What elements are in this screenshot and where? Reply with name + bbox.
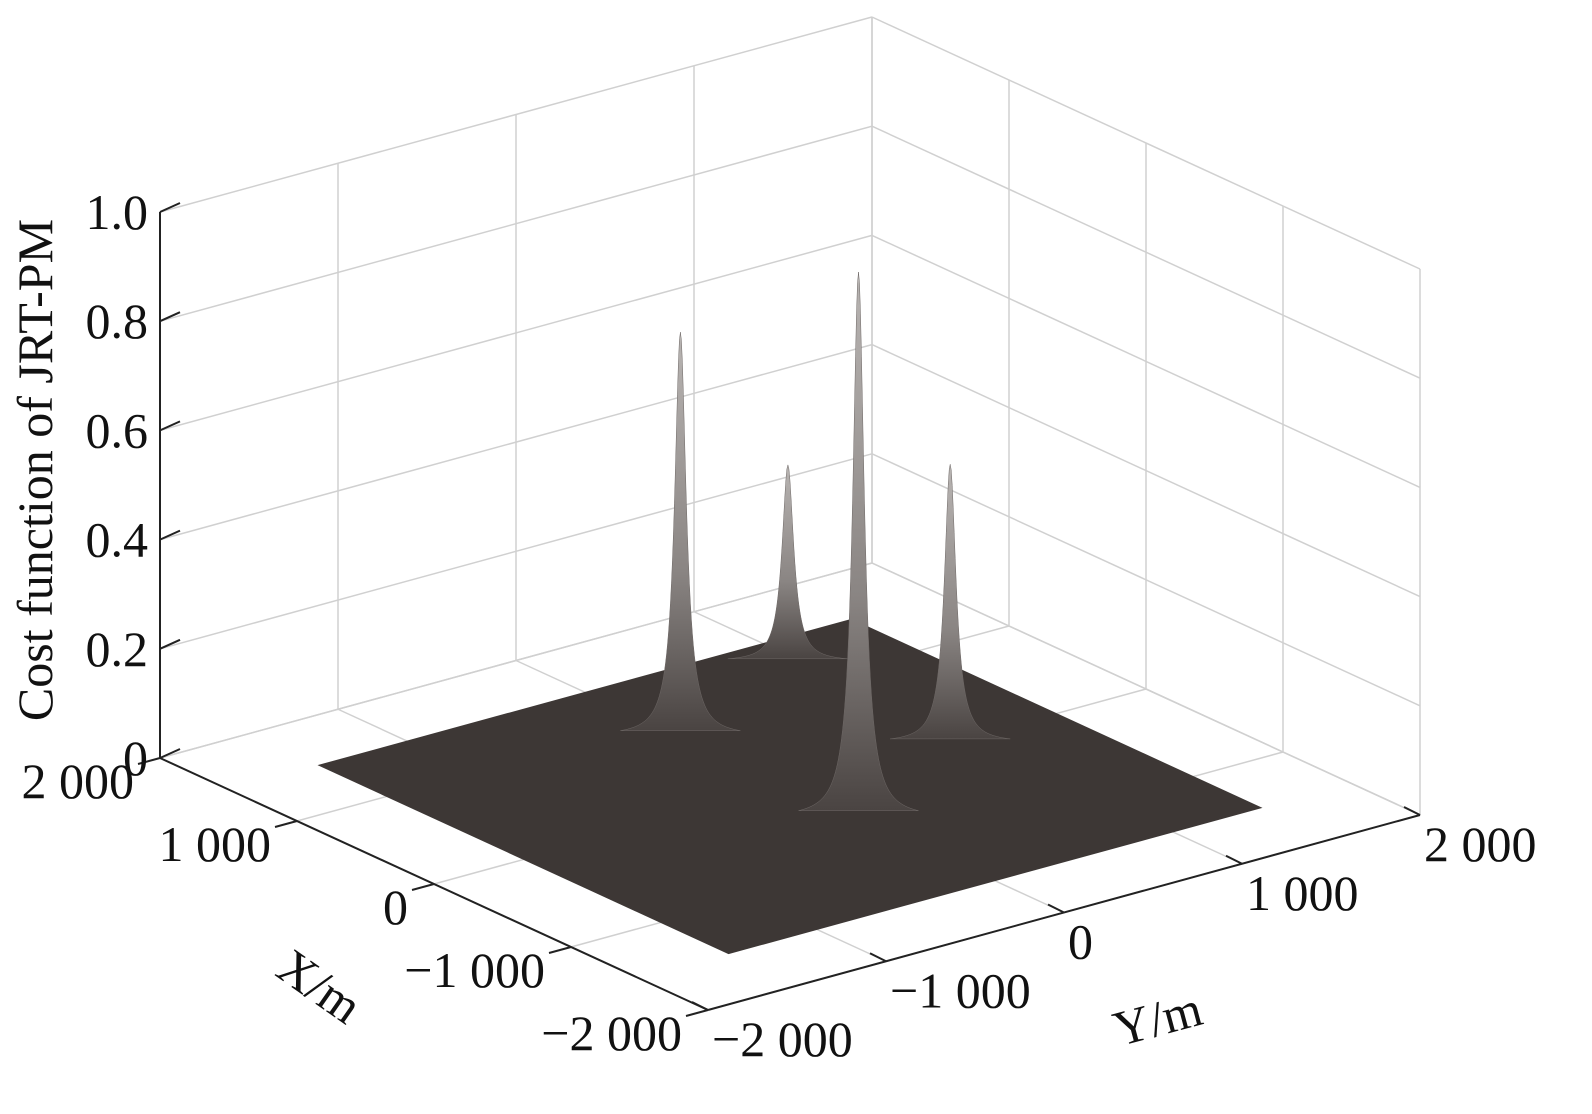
z-tick-label: 0.6: [86, 402, 149, 458]
grid-line: [159, 562, 873, 759]
z-tick: [159, 748, 181, 759]
z-tick: [159, 529, 181, 541]
grid-line: [159, 453, 873, 650]
x-axis-title: X/m: [267, 938, 372, 1035]
z-tick-label: 0.8: [86, 293, 149, 349]
z-tick-label: 0: [123, 730, 148, 786]
z-tick-label: 0.4: [86, 512, 149, 568]
x-tick: [411, 883, 435, 891]
x-tick: [274, 820, 298, 828]
peak: [620, 332, 741, 731]
surface: [317, 618, 1263, 955]
y-tick-label: −1 000: [890, 962, 1031, 1018]
y-tick-label: 0: [1068, 914, 1093, 970]
grid-line: [871, 343, 1421, 598]
grid-line: [159, 343, 873, 541]
y-tick: [1047, 903, 1065, 914]
y-tick: [691, 1001, 709, 1011]
grid-line: [871, 125, 1421, 379]
x-tick-label: −1 000: [404, 942, 545, 998]
grid-line: [871, 16, 1421, 270]
y-tick: [1403, 806, 1421, 816]
y-tick-label: 2 000: [1424, 816, 1537, 872]
x-tick-label: −2 000: [541, 1005, 682, 1061]
y-tick-label: 1 000: [1246, 865, 1359, 921]
x-tick-label: 0: [383, 879, 408, 935]
grid-line: [159, 125, 873, 322]
x-tick-label: 1 000: [159, 816, 272, 872]
z-tick-label: 0.2: [86, 621, 149, 677]
z-tick: [159, 311, 181, 323]
peak: [890, 464, 1011, 740]
z-tick: [159, 638, 181, 650]
x-tick: [685, 1009, 709, 1017]
y-tick: [869, 952, 887, 963]
grid-line: [871, 234, 1421, 489]
x-tick: [548, 946, 572, 954]
z-tick-label: 1.0: [86, 184, 149, 240]
z-axis-title: Cost function of JRT-PM: [7, 219, 63, 721]
grid-line: [159, 234, 873, 432]
y-tick-label: −2 000: [712, 1011, 853, 1067]
y-axis-title: Y/m: [1107, 980, 1207, 1057]
y-tick: [1225, 854, 1243, 865]
z-tick: [159, 420, 181, 432]
grid-line: [871, 562, 1421, 816]
grid-line: [159, 16, 873, 213]
grid-line: [871, 453, 1421, 707]
x-tick-label: 2 000: [22, 753, 135, 809]
x-tick: [137, 757, 161, 765]
z-tick: [159, 202, 181, 213]
peak: [798, 271, 919, 811]
peak: [727, 464, 848, 660]
